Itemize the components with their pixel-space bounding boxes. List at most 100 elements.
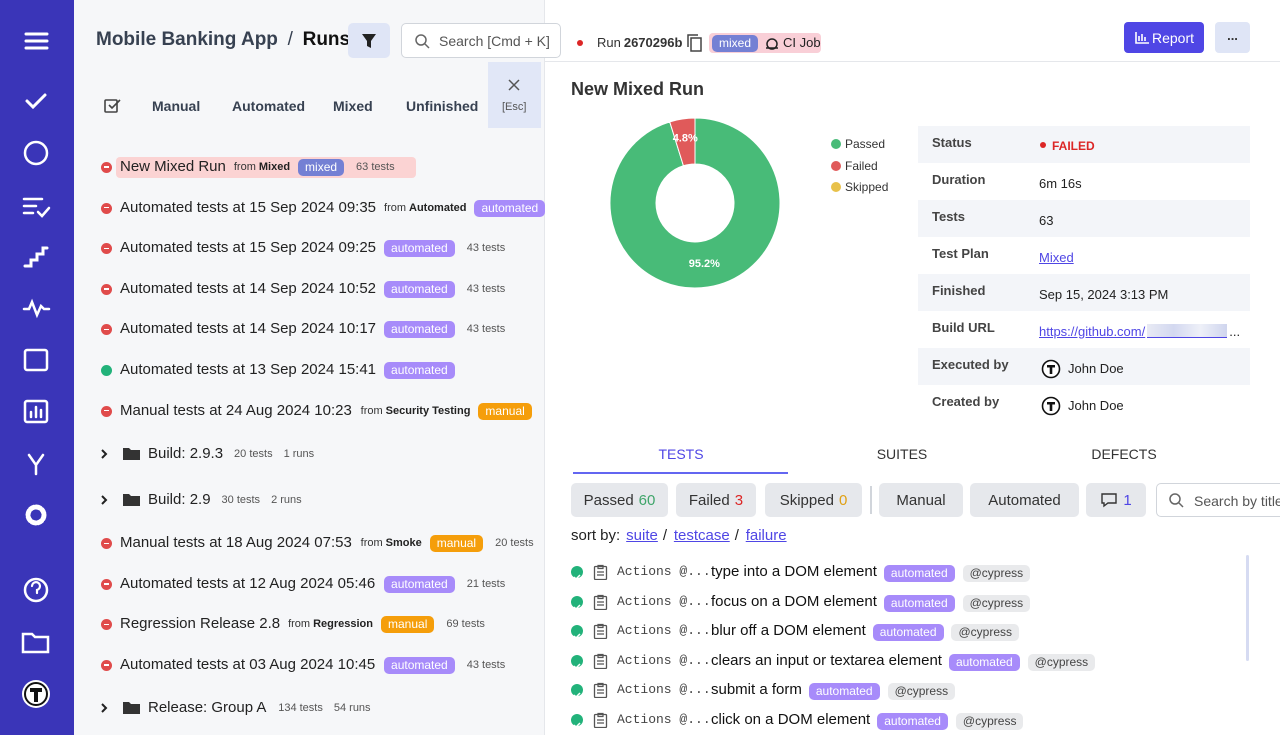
close-panel[interactable]: [Esc] [488, 62, 541, 128]
status-dash [104, 542, 109, 544]
folder-title: Release: Group A [148, 699, 267, 717]
run-title[interactable]: Automated tests at 14 Sep 2024 10:52 [120, 279, 377, 297]
select-icon[interactable] [102, 96, 122, 116]
run-title[interactable]: Manual tests at 18 Aug 2024 07:53 [120, 534, 352, 552]
run-title[interactable]: Automated tests at 03 Aug 2024 10:45 [120, 656, 376, 673]
folder-row[interactable] [98, 490, 148, 510]
branch-icon[interactable] [27, 453, 45, 476]
filter-chip[interactable]: Failed 3 [676, 483, 756, 517]
filter-tab[interactable]: Automated [232, 98, 306, 114]
filter-chip[interactable]: Manual [879, 483, 963, 517]
filter-chip[interactable]: 1 [1086, 483, 1146, 517]
folder-row[interactable] [98, 698, 148, 718]
run-title[interactable]: Automated tests at 15 Sep 2024 09:35 [120, 198, 377, 216]
filter-tab[interactable]: Unfinished [406, 98, 479, 114]
filter-chip[interactable]: Automated [970, 483, 1079, 517]
from-label: from [360, 537, 383, 550]
more-button[interactable]: ... [1215, 22, 1250, 53]
run-source: Regression [313, 618, 373, 631]
test-label: @cypress [955, 712, 1024, 730]
projects-icon[interactable] [21, 632, 50, 654]
sort-option[interactable]: testcase [673, 527, 730, 544]
test-label: @cypress [962, 594, 1031, 612]
detail-value[interactable]: https://github.com/ [1039, 324, 1146, 339]
run-source: Security Testing [385, 404, 471, 417]
run-tests: 43 tests [466, 323, 506, 336]
run-title[interactable]: Manual tests at 24 Aug 2024 10:23 [120, 401, 352, 419]
filter-tab[interactable]: Manual [152, 98, 201, 114]
test-suite: Actions @... [617, 711, 711, 727]
test-status [571, 595, 583, 608]
run-title[interactable]: Automated tests at 13 Sep 2024 15:41 [120, 361, 377, 378]
detail-label: Executed by [932, 357, 1009, 372]
sort-label: sort by: [571, 527, 621, 544]
detail-value[interactable]: Mixed [1039, 250, 1074, 265]
legend-label[interactable]: Passed [845, 137, 886, 151]
sort-option[interactable]: failure [745, 527, 787, 544]
detail-value: John Doe [1068, 398, 1124, 413]
filter-tab[interactable]: Mixed [333, 98, 373, 114]
import-icon[interactable] [23, 348, 49, 372]
analytics-icon[interactable] [23, 399, 49, 424]
folder-row[interactable] [98, 444, 148, 464]
run-source: Smoke [385, 537, 422, 550]
filter-divider [870, 486, 872, 514]
search-box[interactable]: Search [Cmd + K] [401, 23, 561, 58]
test-tag: automated [948, 653, 1020, 671]
settings-icon[interactable] [25, 504, 47, 526]
folder-runs: 2 runs [271, 493, 302, 506]
filter-chip[interactable]: Passed 60 [571, 483, 668, 517]
check-icon[interactable] [25, 93, 47, 110]
run-title[interactable]: Automated tests at 12 Aug 2024 05:46 [120, 574, 376, 592]
tab-underline [573, 472, 788, 474]
run-tests: 69 tests [446, 618, 485, 631]
chip-label: Failed [688, 491, 730, 509]
run-title[interactable]: Regression Release 2.8 [120, 615, 281, 633]
filter-chip[interactable]: Skipped 0 [765, 483, 862, 517]
test-icon [593, 712, 608, 728]
run-title[interactable]: Automated tests at 14 Sep 2024 10:17 [120, 320, 377, 338]
breadcrumb-current: Runs [302, 29, 351, 50]
run-id: 2670296b [623, 35, 683, 50]
detail-row [918, 348, 1250, 385]
pulse-icon[interactable] [22, 298, 51, 319]
test-title[interactable]: click on a DOM element [711, 710, 871, 728]
detail-row [918, 200, 1250, 237]
run-title[interactable]: New Mixed Run [120, 158, 226, 175]
steps-icon[interactable] [23, 246, 49, 268]
result-tab[interactable]: DEFECTS [1091, 446, 1157, 462]
filter-button[interactable] [348, 23, 390, 58]
result-tab[interactable]: TESTS [658, 446, 704, 462]
test-title[interactable]: submit a form [711, 681, 802, 698]
status-dash [104, 623, 109, 626]
detail-label: Status [932, 135, 972, 150]
plans-icon[interactable] [22, 197, 51, 218]
test-title[interactable]: clears an input or textarea element [711, 651, 942, 669]
status-dash [104, 288, 109, 290]
legend-label[interactable]: Skipped [845, 180, 889, 194]
menu-icon[interactable] [24, 32, 49, 50]
report-button[interactable]: Report [1124, 22, 1204, 53]
legend-label[interactable]: Failed [845, 158, 878, 173]
runs-icon[interactable] [23, 140, 49, 166]
test-suite: Actions @... [617, 682, 711, 697]
donut-slice [609, 117, 781, 289]
breadcrumb-project[interactable]: Mobile Banking App [96, 29, 278, 50]
test-search[interactable]: Search by title [1156, 483, 1280, 517]
status-dot [577, 40, 583, 46]
test-title[interactable]: type into a DOM element [711, 563, 877, 580]
report-label: Report [1152, 30, 1195, 46]
status-dash [104, 409, 109, 412]
slice-label: 95.2% [689, 258, 720, 270]
run-title[interactable]: Automated tests at 15 Sep 2024 09:25 [120, 239, 377, 257]
detail-row [918, 163, 1250, 200]
test-title[interactable]: focus on a DOM element [711, 592, 877, 610]
copy-icon[interactable] [686, 33, 704, 53]
run-source: Mixed [258, 161, 291, 173]
run-tag: automated [384, 280, 455, 298]
sort-option[interactable]: suite [626, 527, 658, 544]
run-tests: 21 tests [466, 577, 506, 590]
help-icon[interactable] [23, 577, 49, 603]
test-title[interactable]: blur off a DOM element [711, 622, 866, 639]
result-tab[interactable]: SUITES [876, 446, 928, 462]
